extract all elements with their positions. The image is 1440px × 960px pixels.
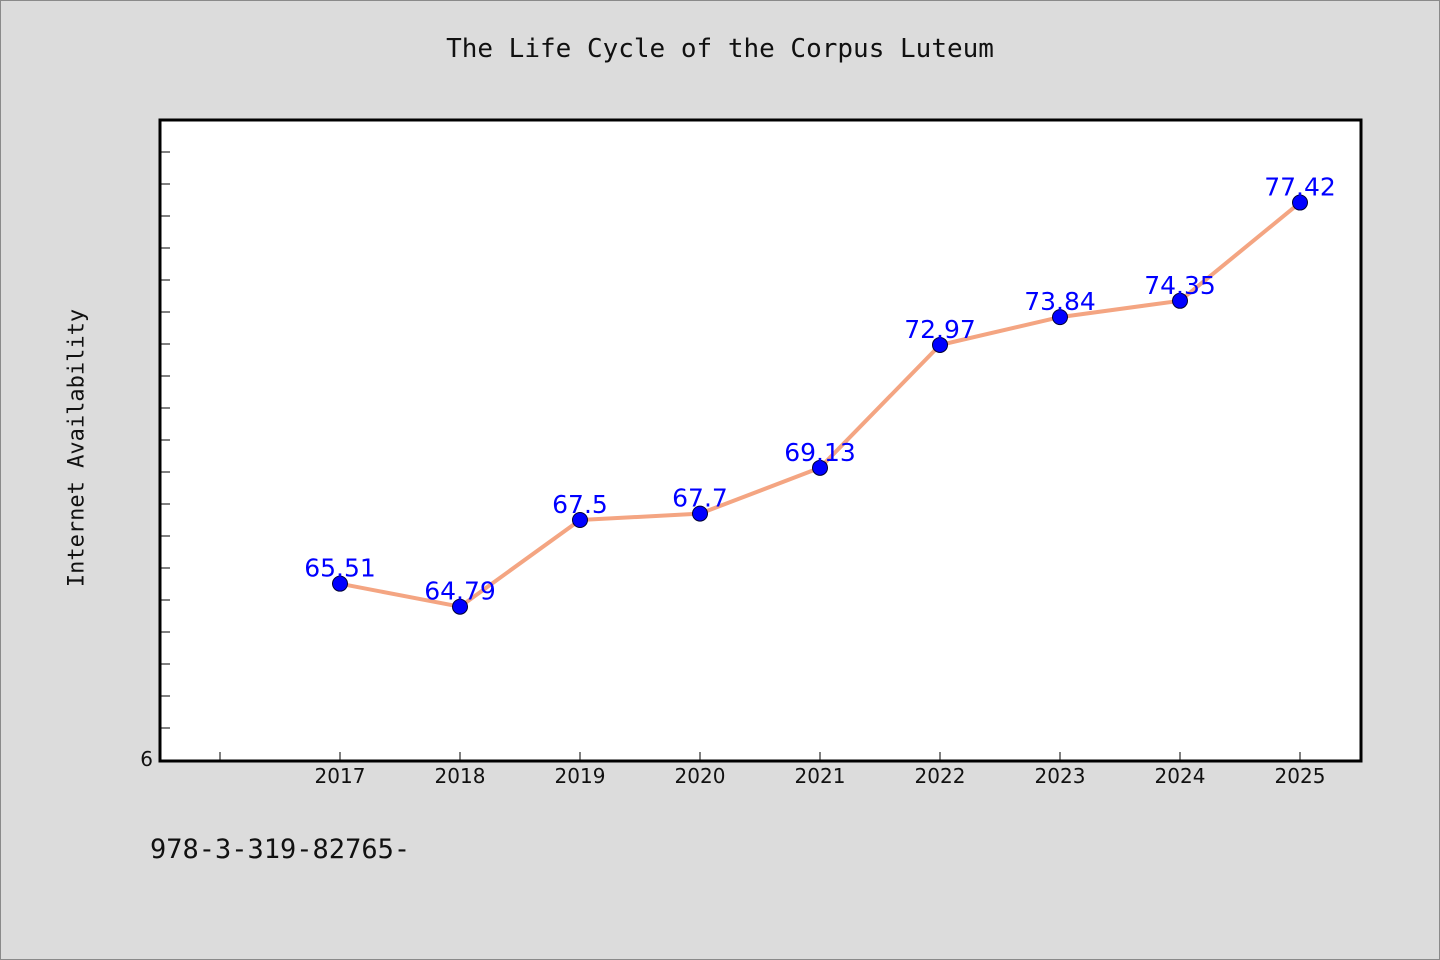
x-tick-label: 2021 (795, 764, 846, 788)
data-point (1052, 309, 1068, 326)
data-label: 73.84 (1024, 287, 1096, 316)
x-tick-label: 2019 (555, 764, 606, 788)
x-tick-label: 2024 (1155, 764, 1206, 788)
x-tick-label: 2020 (675, 764, 726, 788)
x-tick-label: 2022 (915, 764, 966, 788)
data-label: 65.51 (304, 554, 376, 583)
data-label: 67.5 (552, 490, 608, 519)
footer-code: 978-3-319-82765- (150, 834, 411, 865)
data-label: 69.13 (784, 438, 856, 467)
y-tick-label: 6 (140, 747, 153, 771)
x-tick-label: 2018 (435, 764, 486, 788)
data-label: 77.42 (1264, 173, 1336, 202)
data-point (1172, 292, 1188, 309)
data-point (332, 575, 348, 592)
data-label: 64.79 (424, 577, 496, 606)
data-point (932, 336, 948, 353)
data-point (452, 598, 468, 615)
chart-title: The Life Cycle of the Corpus Luteum (446, 34, 994, 64)
data-label: 74.35 (1144, 271, 1216, 300)
plot-area (158, 118, 1363, 763)
data-point (812, 459, 828, 476)
data-point (572, 512, 588, 528)
x-tick-label: 2017 (315, 764, 366, 788)
data-label: 67.7 (672, 484, 728, 513)
x-tick-label: 2025 (1275, 764, 1326, 788)
data-point (1292, 194, 1308, 211)
data-label: 72.97 (904, 315, 976, 344)
x-tick-label: 2023 (1035, 764, 1086, 788)
data-point (692, 505, 708, 522)
